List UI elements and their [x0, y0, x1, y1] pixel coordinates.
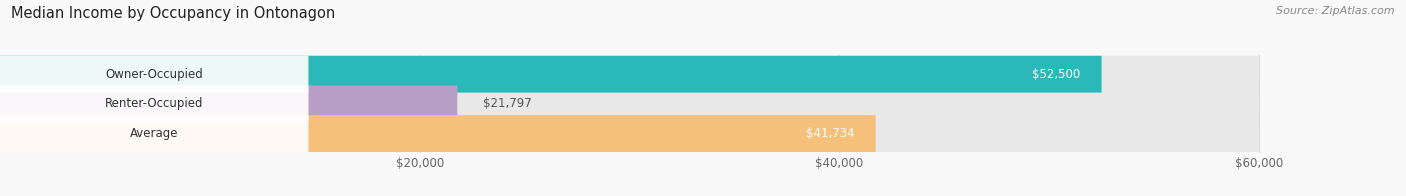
FancyBboxPatch shape — [0, 115, 308, 152]
Text: Median Income by Occupancy in Ontonagon: Median Income by Occupancy in Ontonagon — [11, 6, 336, 21]
FancyBboxPatch shape — [0, 85, 308, 122]
Text: $52,500: $52,500 — [1032, 68, 1081, 81]
Text: Renter-Occupied: Renter-Occupied — [105, 97, 204, 110]
Text: $41,734: $41,734 — [806, 127, 855, 140]
Text: Average: Average — [129, 127, 179, 140]
Text: Owner-Occupied: Owner-Occupied — [105, 68, 202, 81]
FancyBboxPatch shape — [0, 115, 1258, 152]
FancyBboxPatch shape — [0, 85, 457, 122]
FancyBboxPatch shape — [0, 56, 1258, 93]
Text: Source: ZipAtlas.com: Source: ZipAtlas.com — [1277, 6, 1395, 16]
FancyBboxPatch shape — [0, 85, 1258, 122]
FancyBboxPatch shape — [0, 56, 1101, 93]
FancyBboxPatch shape — [0, 56, 308, 93]
FancyBboxPatch shape — [0, 115, 876, 152]
Text: $21,797: $21,797 — [482, 97, 531, 110]
